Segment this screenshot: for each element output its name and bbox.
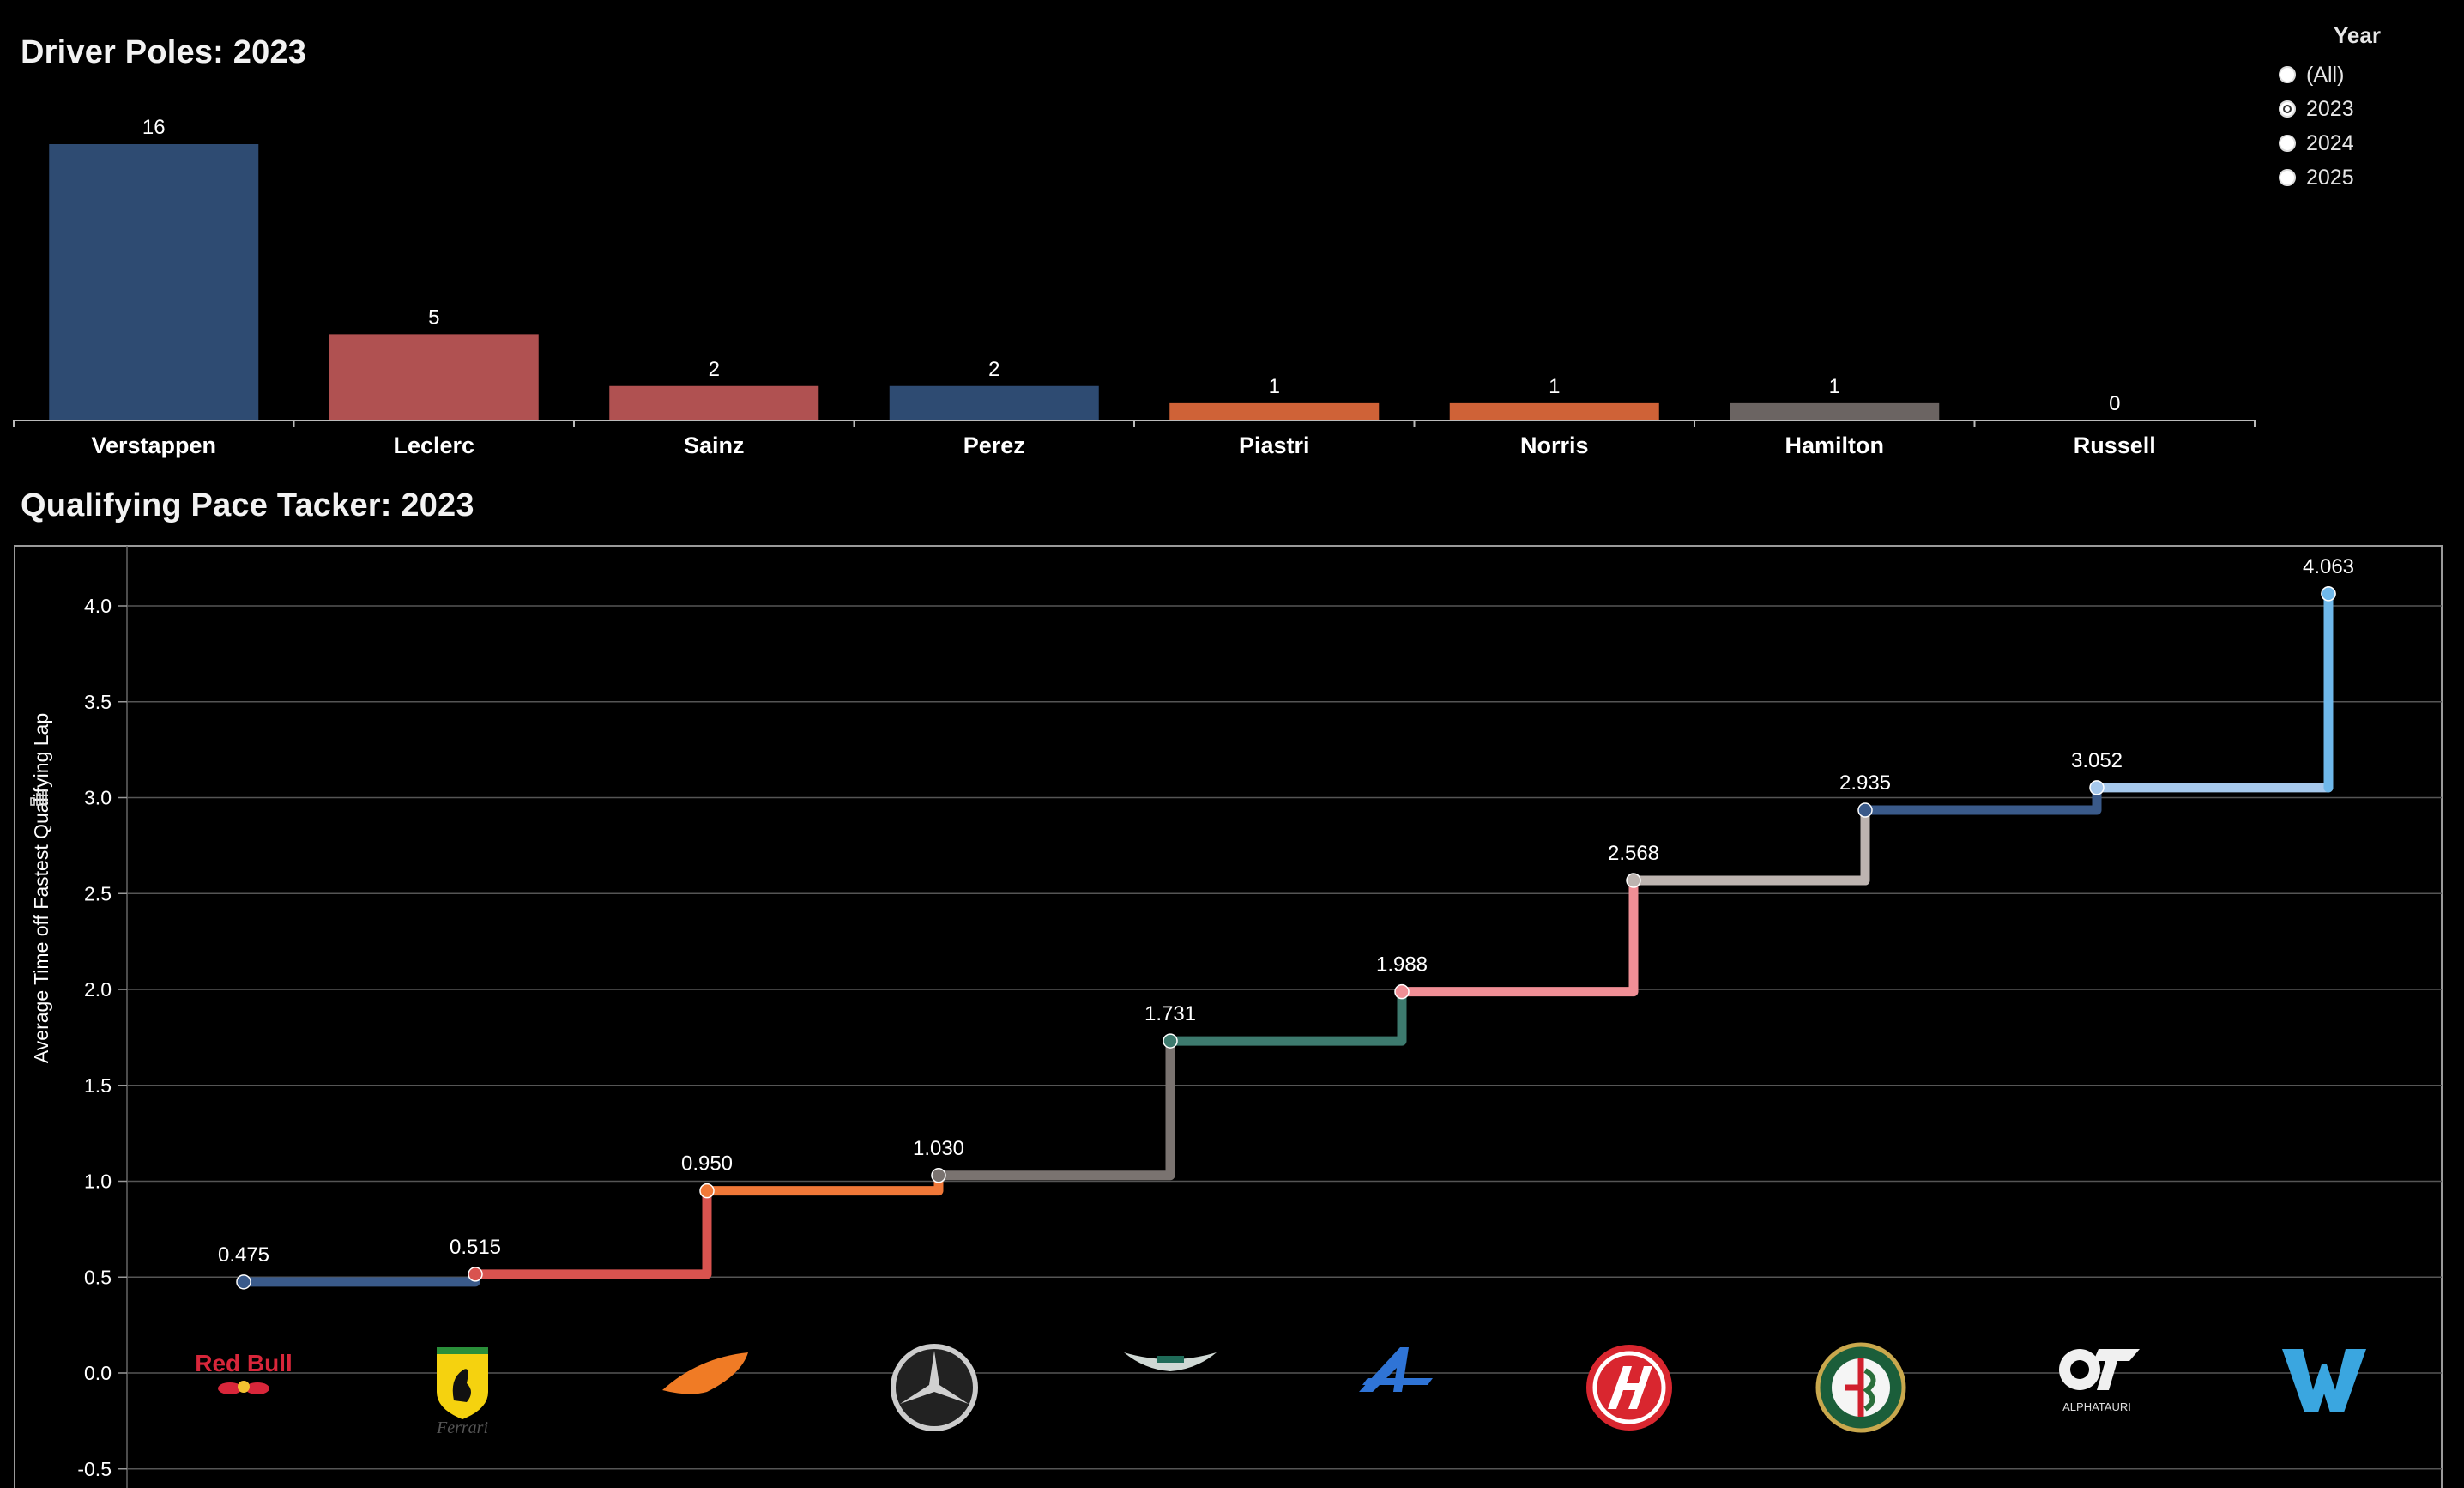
pace-y-tick-label: 1.0 (84, 1170, 112, 1193)
year-option-all[interactable]: (All) (2265, 57, 2454, 92)
bar-value-label: 1 (1269, 375, 1280, 398)
pace-point (468, 1267, 483, 1282)
pace-value-label: 2.568 (1608, 842, 1659, 865)
pace-y-tick-label: 3.0 (84, 787, 112, 809)
pace-y-tick-label: 0.5 (84, 1266, 112, 1288)
year-option-label: 2024 (2306, 130, 2354, 155)
pace-y-tick-label: 2.0 (84, 978, 112, 1001)
pace-step-segment (239, 1269, 480, 1287)
pace-value-label: 3.052 (2071, 749, 2123, 772)
bar-value-label: 0 (2109, 392, 2120, 415)
pace-value-label: 0.475 (218, 1243, 269, 1267)
red-bull-logo: Red Bull (192, 1340, 295, 1443)
red-bull-wordmark: Red Bull (195, 1350, 293, 1376)
pace-y-tick-label: 1.5 (84, 1074, 112, 1097)
year-option-label: (All) (2306, 62, 2345, 87)
year-option-label: 2023 (2306, 96, 2354, 121)
alpine-logo (1350, 1340, 1453, 1443)
bar-value-label: 1 (1829, 375, 1840, 398)
bar-sainz (609, 385, 819, 420)
bar-category-label: Perez (963, 432, 1025, 458)
pace-point (2089, 780, 2105, 795)
alphatauri-logo: ALPHATAURI (2045, 1340, 2148, 1443)
pace-y-axis-label: Average Time off Fastest Qualifying Lap (30, 713, 52, 1063)
bar-chart-icon (30, 789, 47, 806)
alfa-romeo-logo (1814, 1340, 1917, 1443)
pace-step-segment (1397, 875, 1639, 997)
pace-value-label: 4.063 (2303, 555, 2354, 578)
bar-value-label: 5 (428, 305, 439, 329)
bar-leclerc (329, 334, 539, 420)
year-filter-legend: Year (All) 2023 2024 2025 (2265, 22, 2454, 195)
pace-y-tick-label: 0.0 (84, 1362, 112, 1384)
haas-logo (1582, 1340, 1685, 1443)
year-option-label: 2025 (2306, 165, 2354, 190)
qualifying-pace-title: Qualifying Pace Tacker: 2023 (21, 487, 474, 523)
ferrari-logo: Ferrari (424, 1340, 527, 1443)
pace-step-segment (1860, 783, 2102, 815)
radio-button[interactable] (2279, 66, 2296, 83)
aston-martin-logo (1119, 1340, 1222, 1443)
year-option-2025[interactable]: 2025 (2265, 160, 2454, 195)
radio-button[interactable] (2279, 169, 2296, 186)
pace-y-tick-label: 4.0 (84, 595, 112, 617)
driver-poles-title: Driver Poles: 2023 (21, 34, 307, 70)
bar-verstappen (49, 144, 259, 420)
bar-hamilton (1730, 402, 1940, 420)
pace-y-tick-label: 2.5 (84, 882, 112, 904)
pace-point (1626, 873, 1641, 888)
pace-value-label: 1.988 (1376, 953, 1428, 977)
bar-category-label: Leclerc (393, 432, 474, 458)
bar-value-label: 1 (1549, 375, 1560, 398)
bar-perez (889, 385, 1099, 420)
ferrari-wordmark: Ferrari (436, 1418, 488, 1435)
pace-value-label: 0.515 (450, 1236, 501, 1259)
pace-point (931, 1168, 946, 1183)
pace-value-label: 0.950 (681, 1152, 733, 1176)
bar-category-label: Norris (1520, 432, 1589, 458)
pace-point (236, 1274, 251, 1290)
year-filter-title: Year (2334, 22, 2381, 48)
pace-y-tick-label: 3.5 (84, 691, 112, 713)
bar-category-label: Hamilton (1785, 432, 1884, 458)
year-option-2023[interactable]: 2023 (2265, 92, 2454, 126)
pace-point (1394, 983, 1410, 1000)
bar-piastri (1169, 402, 1380, 420)
pace-step-segment (933, 1036, 1175, 1181)
pace-step-segment (2092, 589, 2334, 793)
pace-step-segment (702, 1170, 944, 1196)
bar-value-label: 2 (988, 358, 999, 381)
bar-category-label: Verstappen (91, 432, 216, 458)
bar-category-label: Sainz (684, 432, 745, 458)
year-option-2024[interactable]: 2024 (2265, 126, 2454, 160)
radio-button[interactable] (2279, 100, 2296, 118)
bar-category-label: Piastri (1239, 432, 1310, 458)
mercedes-logo (887, 1340, 990, 1443)
pace-point (1857, 802, 1873, 818)
pace-plot-frame (14, 545, 2443, 1488)
pace-step-segment (470, 1186, 712, 1279)
pace-point (2321, 586, 2336, 602)
pace-value-label: 1.731 (1144, 1002, 1196, 1025)
williams-logo (2277, 1340, 2380, 1443)
bar-norris (1449, 402, 1659, 420)
bar-category-label: Russell (2074, 432, 2156, 458)
pace-value-label: 2.935 (1839, 771, 1891, 795)
mclaren-logo (655, 1340, 758, 1443)
alphatauri-wordmark: ALPHATAURI (2062, 1400, 2131, 1413)
radio-button[interactable] (2279, 135, 2296, 152)
bar-value-label: 16 (142, 116, 166, 139)
bar-value-label: 2 (709, 358, 720, 381)
pace-point (699, 1183, 715, 1199)
pace-step-segment (1165, 987, 1407, 1046)
pace-step-segment (1628, 805, 1870, 886)
pace-y-tick-label: -0.5 (77, 1458, 112, 1480)
pace-point (1163, 1033, 1178, 1049)
pace-value-label: 1.030 (913, 1137, 964, 1160)
